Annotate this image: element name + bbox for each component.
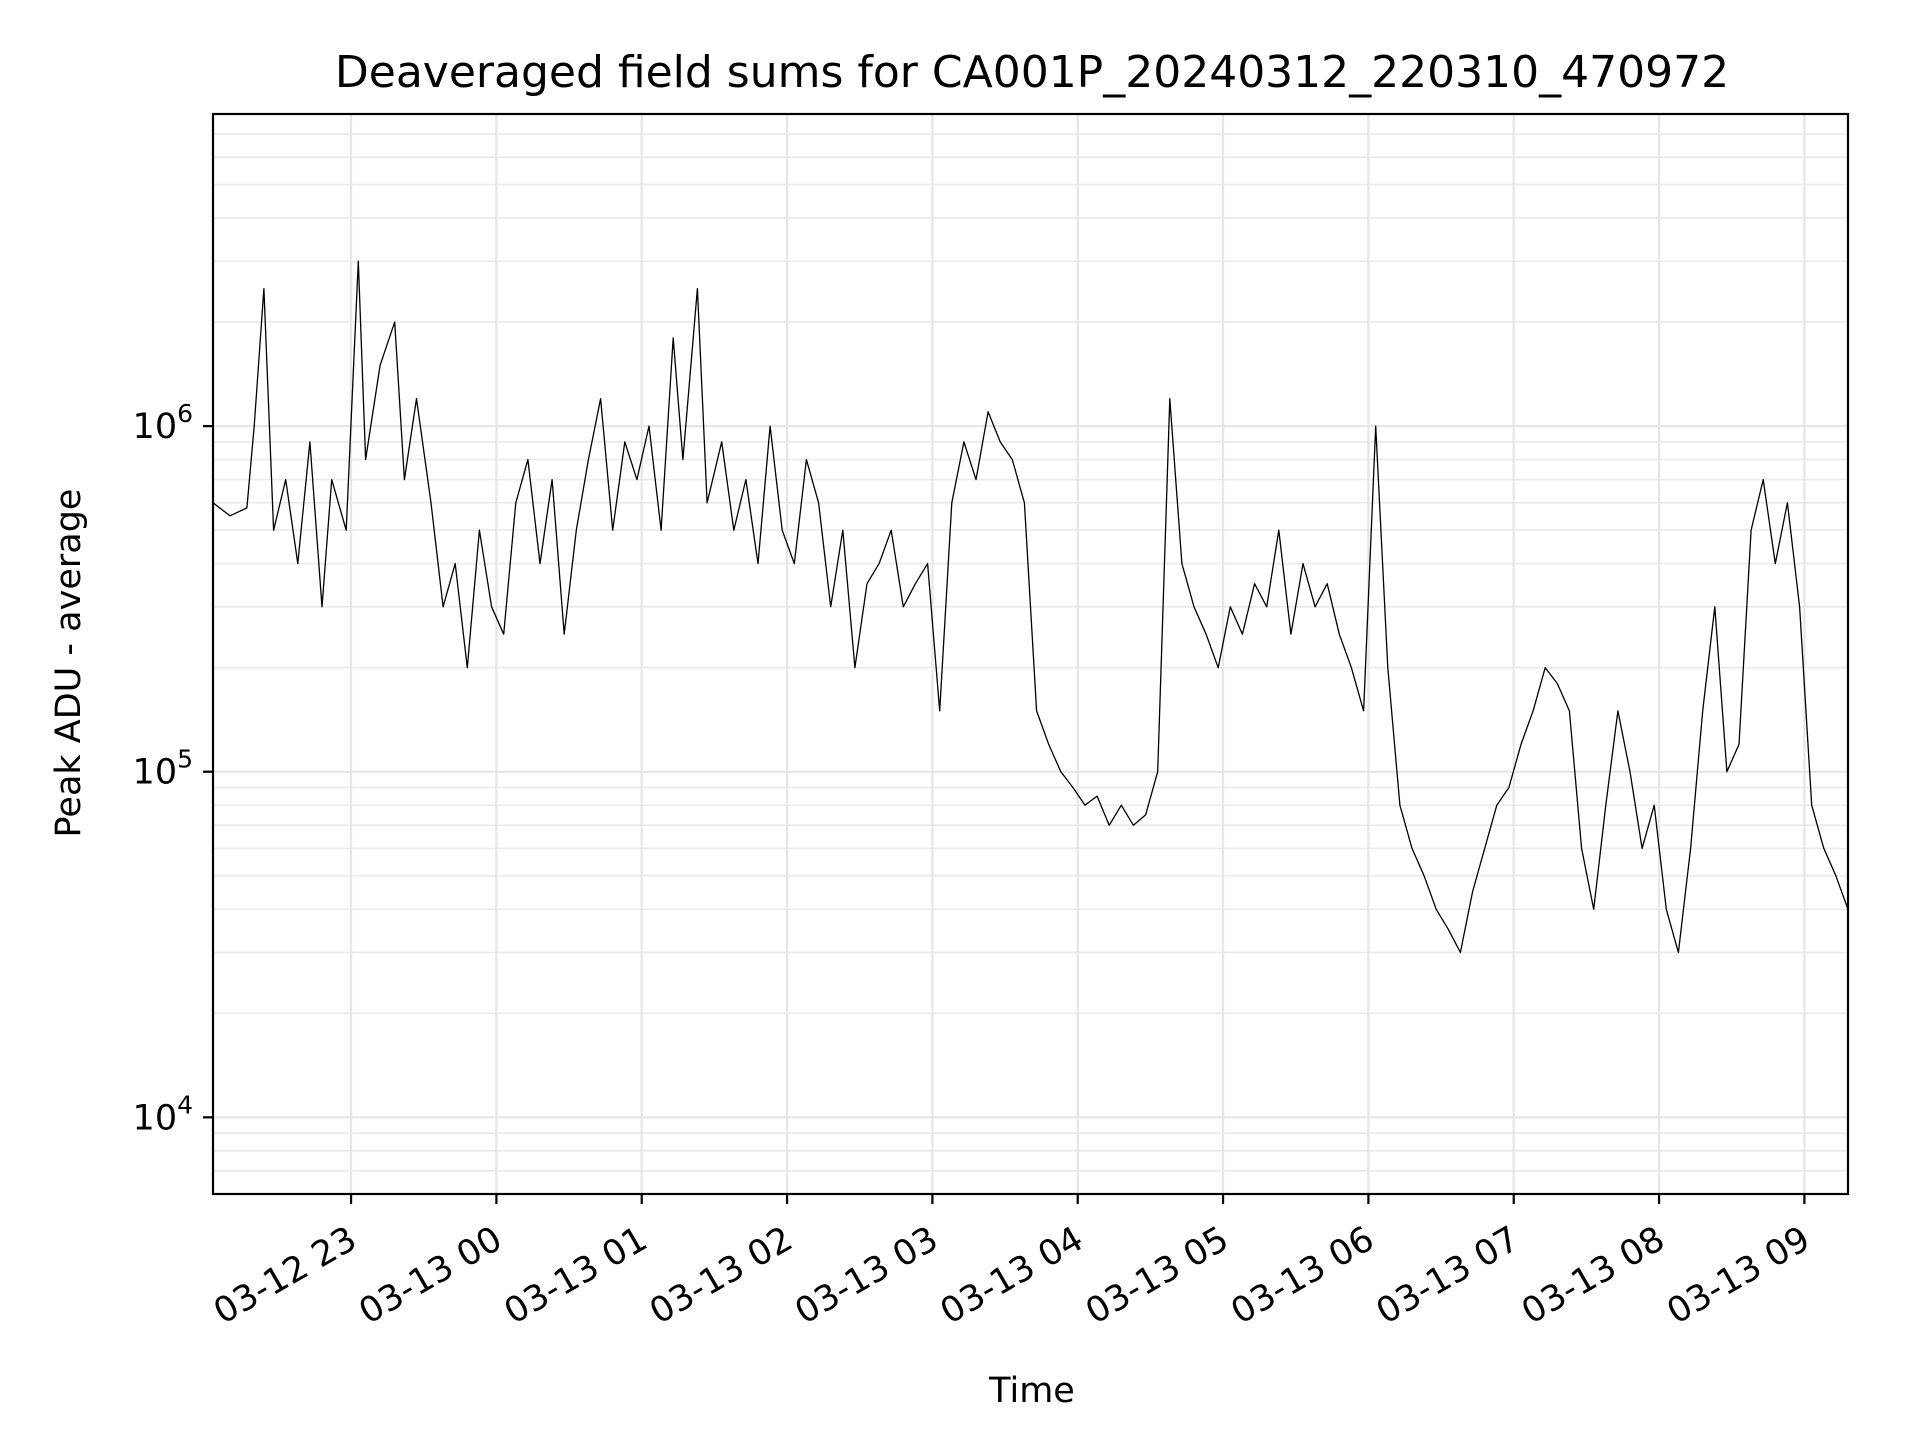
x-tick-label: 03-13 05 xyxy=(1079,1219,1235,1332)
y-tick-label: 106 xyxy=(133,399,193,447)
x-tick-label: 03-13 07 xyxy=(1370,1219,1526,1332)
x-tick-label: 03-13 00 xyxy=(353,1219,509,1332)
y-tick-label: 105 xyxy=(133,745,193,793)
series-line xyxy=(212,260,1849,954)
y-axis-label: Peak ADU - average xyxy=(49,489,89,838)
x-tick-label: 03-13 08 xyxy=(1515,1219,1671,1332)
series-layer xyxy=(212,260,1849,954)
x-tick-label: 03-13 09 xyxy=(1661,1219,1817,1332)
x-tick-label: 03-12 23 xyxy=(207,1219,363,1332)
grid xyxy=(213,113,1848,1195)
y-axis-ticks: 104 105 106 xyxy=(133,399,213,1138)
x-axis-label: Time xyxy=(988,1371,1075,1411)
x-tick-label: 03-13 04 xyxy=(934,1219,1090,1332)
plot-frame xyxy=(211,112,1850,1196)
x-tick-label: 03-13 02 xyxy=(643,1219,799,1332)
x-tick-label: 03-13 01 xyxy=(498,1219,654,1332)
y-tick-label: 104 xyxy=(133,1090,193,1138)
x-tick-label: 03-13 03 xyxy=(789,1219,945,1332)
x-tick-label: 03-13 06 xyxy=(1225,1219,1381,1332)
chart-title: Deaveraged field sums for CA001P_2024031… xyxy=(335,47,1729,98)
